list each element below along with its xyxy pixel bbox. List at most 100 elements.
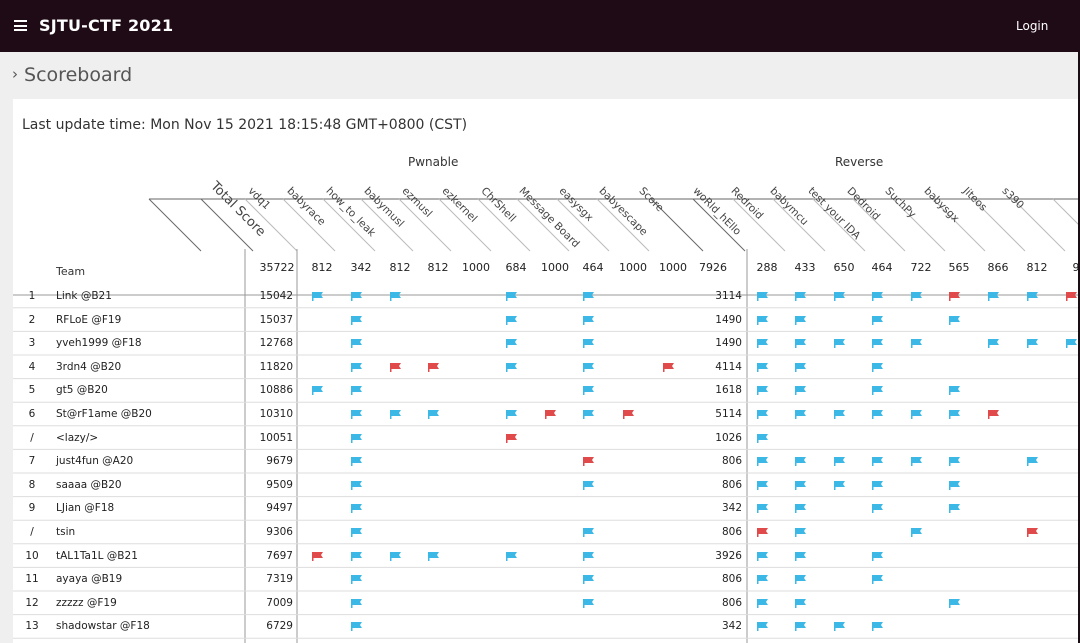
solved-flag-icon [757, 504, 768, 514]
team-rank: 8 [28, 478, 36, 491]
category-score: 3926 [715, 549, 742, 562]
solved-flag-icon [351, 457, 362, 467]
team-total-score: 9497 [266, 502, 293, 515]
solved-flag-icon [583, 551, 594, 561]
challenge-points: 812 [1026, 261, 1048, 274]
challenge-points: 812 [311, 261, 333, 274]
team-total-score: 12768 [259, 337, 293, 350]
solved-flag-icon [506, 292, 517, 301]
team-rank: 5 [28, 384, 36, 397]
site-title[interactable]: SJTU-CTF 2021 [39, 16, 174, 35]
team-name: LJian @F18 [56, 502, 115, 515]
team-rank: 13 [25, 620, 39, 633]
solved-flag-icon [351, 504, 362, 514]
solved-flag-icon [872, 457, 883, 467]
solved-flag-icon [795, 362, 806, 372]
team-rank: / [30, 431, 34, 444]
solved-flag-icon [949, 410, 960, 419]
category-score: 806 [721, 573, 742, 586]
solved-flag-icon [583, 362, 594, 372]
chevron-right-icon: › [12, 65, 18, 83]
top-navbar: SJTU-CTF 2021 Login [0, 0, 1080, 52]
solved-flag-icon [506, 410, 517, 419]
challenge-points: 7926 [699, 261, 727, 274]
category-score: 342 [721, 620, 742, 633]
first-blood-flag-icon [1027, 528, 1038, 537]
team-total-score: 7697 [266, 549, 293, 562]
solved-flag-icon [757, 457, 768, 467]
solved-flag-icon [1027, 292, 1038, 301]
challenge-points: 464 [871, 261, 893, 274]
solved-flag-icon [351, 598, 362, 608]
team-rank: / [30, 526, 34, 538]
team-rank: 12 [25, 596, 39, 609]
category-score: 806 [721, 455, 742, 468]
solved-flag-icon [911, 528, 922, 537]
team-name: RFLoE @F19 [56, 313, 122, 326]
team-total-score: 7319 [266, 573, 293, 586]
category-score: 1490 [715, 337, 742, 350]
team-column-header: Team [56, 265, 86, 278]
team-rank: 4 [28, 360, 36, 373]
challenge-points: 464 [582, 261, 604, 274]
solved-flag-icon [757, 386, 768, 396]
solved-flag-icon [949, 457, 960, 467]
solved-flag-icon [757, 480, 768, 490]
solved-flag-icon [351, 362, 362, 372]
team-name: St@rF1ame @B20 [56, 408, 152, 420]
solved-flag-icon [872, 504, 883, 514]
first-blood-flag-icon [988, 410, 999, 419]
team-total-score: 11820 [259, 360, 293, 373]
team-name: shadowstar @F18 [56, 620, 150, 633]
solved-flag-icon [351, 575, 362, 585]
menu-icon[interactable] [14, 20, 27, 31]
solved-flag-icon [834, 339, 845, 349]
page-title: › Scoreboard [12, 64, 132, 86]
solved-flag-icon [795, 622, 806, 632]
solved-flag-icon [834, 292, 845, 301]
solved-flag-icon [872, 480, 883, 490]
category-pwnable: Pwnable [408, 155, 459, 169]
solved-flag-icon [583, 575, 594, 585]
scoreboard-grid [13, 198, 1078, 643]
solved-flag-icon [390, 292, 401, 301]
challenge-points: 9 [1072, 261, 1079, 274]
solved-flag-icon [834, 480, 845, 490]
challenge-points: 1000 [619, 261, 647, 274]
solved-flag-icon [911, 457, 922, 467]
first-blood-flag-icon [583, 457, 594, 467]
challenge-points: 1000 [659, 261, 687, 274]
team-name: tsin [56, 526, 76, 538]
total-score-sum: 35722 [259, 261, 295, 274]
challenge-points: 866 [987, 261, 1009, 274]
solved-flag-icon [390, 410, 401, 419]
solved-flag-icon [872, 386, 883, 396]
team-total-score: 9679 [266, 455, 293, 468]
team-rank: 6 [28, 408, 36, 420]
solved-flag-icon [390, 551, 401, 561]
solved-flag-icon [583, 410, 594, 419]
category-score: 342 [721, 502, 742, 515]
team-name: zzzzz @F19 [56, 596, 117, 609]
team-total-score: 15037 [259, 313, 293, 326]
challenge-points: 1000 [541, 261, 569, 274]
category-score: 806 [721, 526, 742, 538]
team-rank: 2 [28, 313, 36, 326]
solved-flag-icon [428, 410, 439, 419]
solved-flag-icon [351, 528, 362, 537]
challenge-points: 650 [833, 261, 855, 274]
solved-flag-icon [872, 410, 883, 419]
solved-flag-icon [872, 622, 883, 632]
solved-flag-icon [583, 386, 594, 396]
solved-flag-icon [351, 480, 362, 490]
solved-flag-icon [795, 551, 806, 561]
solved-flag-icon [795, 292, 806, 301]
login-link[interactable]: Login [1016, 19, 1049, 33]
category-score: 3114 [715, 290, 742, 302]
team-name: gt5 @B20 [56, 384, 108, 397]
solved-flag-icon [583, 480, 594, 490]
team-total-score: 10886 [259, 384, 293, 397]
first-blood-flag-icon [312, 551, 323, 561]
solved-flag-icon [351, 551, 362, 561]
team-rank: 9 [28, 502, 36, 515]
